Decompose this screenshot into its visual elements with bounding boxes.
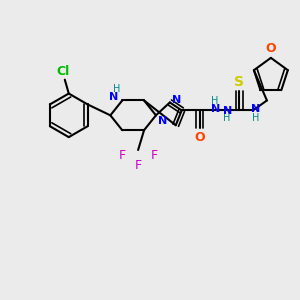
Text: N: N	[223, 106, 232, 116]
Text: N: N	[251, 104, 261, 114]
Text: Cl: Cl	[56, 65, 69, 78]
Text: N: N	[211, 104, 220, 114]
Text: F: F	[119, 149, 126, 162]
Text: N: N	[158, 116, 167, 126]
Text: O: O	[266, 42, 276, 56]
Text: N: N	[172, 95, 182, 106]
Text: F: F	[150, 149, 158, 162]
Text: S: S	[234, 75, 244, 88]
Text: H: H	[211, 97, 218, 106]
Text: N: N	[109, 92, 118, 103]
Text: H: H	[112, 84, 120, 94]
Text: H: H	[223, 113, 230, 123]
Text: H: H	[252, 113, 260, 123]
Text: O: O	[194, 130, 205, 144]
Text: F: F	[134, 159, 142, 172]
